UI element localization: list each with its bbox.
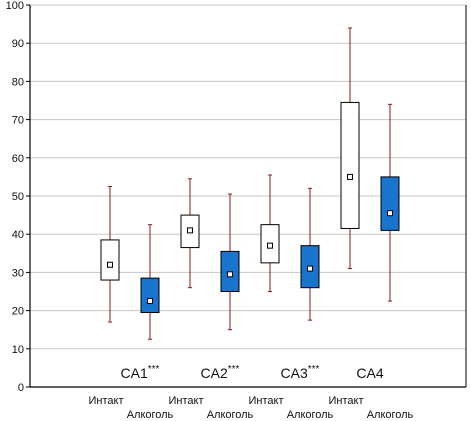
group-name: CA3 bbox=[281, 365, 308, 381]
plot-frame bbox=[29, 5, 467, 388]
mean-marker bbox=[307, 265, 313, 272]
iqr-box bbox=[140, 277, 160, 314]
iqr-box bbox=[380, 176, 400, 231]
mean-marker bbox=[387, 210, 393, 217]
significance-marker: *** bbox=[308, 364, 320, 375]
group-name: CA1 bbox=[121, 365, 148, 381]
x-category-label: Интакт bbox=[249, 395, 284, 407]
x-category-label: Алкоголь bbox=[127, 409, 174, 421]
x-category-label: Алкоголь bbox=[287, 409, 334, 421]
group-name: CA4 bbox=[356, 365, 383, 381]
significance-marker: *** bbox=[148, 364, 160, 375]
iqr-box bbox=[100, 239, 120, 281]
group-labels: CA1*** CA2*** CA3*** CA4 bbox=[121, 364, 384, 381]
x-category-label: Интакт bbox=[329, 395, 364, 407]
x-category-label: Интакт bbox=[89, 395, 124, 407]
box-ca2-intact bbox=[180, 178, 200, 289]
y-tick-label: 50 bbox=[12, 191, 24, 203]
group-label-ca2: CA2*** bbox=[201, 364, 240, 381]
y-tick-label: 0 bbox=[18, 382, 24, 394]
box-ca3-intact bbox=[260, 174, 280, 292]
x-category-label: Интакт bbox=[169, 395, 204, 407]
y-tick-label: 40 bbox=[12, 229, 24, 241]
x-axis-labels: ИнтактАлкогольИнтактАлкогольИнтактАлкого… bbox=[89, 395, 414, 421]
mean-marker bbox=[227, 271, 233, 278]
significance-marker: *** bbox=[228, 364, 240, 375]
box-ca4-alcohol bbox=[380, 103, 400, 302]
box-ca4-intact bbox=[340, 27, 360, 270]
y-tick-label: 100 bbox=[6, 0, 24, 12]
mean-marker bbox=[347, 173, 353, 180]
box-ca2-alcohol bbox=[220, 193, 240, 331]
box-series bbox=[100, 27, 400, 340]
y-tick-label: 90 bbox=[12, 38, 24, 50]
mean-marker bbox=[147, 298, 153, 305]
y-tick-label: 10 bbox=[12, 344, 24, 356]
y-axis-ticks: 0 10 20 30 40 50 60 70 80 90 100 bbox=[6, 0, 30, 394]
mean-marker bbox=[187, 227, 193, 234]
x-category-label: Алкоголь bbox=[207, 409, 254, 421]
mean-marker bbox=[267, 242, 273, 249]
mean-marker bbox=[107, 261, 113, 268]
iqr-box bbox=[340, 101, 360, 229]
y-tick-label: 20 bbox=[12, 306, 24, 318]
group-name: CA2 bbox=[201, 365, 228, 381]
box-ca1-alcohol bbox=[140, 224, 160, 340]
grid-lines bbox=[30, 4, 466, 350]
group-label-ca3: CA3*** bbox=[281, 364, 320, 381]
group-label-ca1: CA1*** bbox=[121, 364, 160, 381]
y-tick-label: 70 bbox=[12, 115, 24, 127]
y-tick-label: 80 bbox=[12, 76, 24, 88]
y-tick-label: 60 bbox=[12, 153, 24, 165]
y-tick-label: 30 bbox=[12, 267, 24, 279]
box-ca1-intact bbox=[100, 185, 120, 323]
group-label-ca4: CA4 bbox=[356, 365, 383, 381]
x-category-label: Алкоголь bbox=[367, 409, 414, 421]
box-ca3-alcohol bbox=[300, 187, 320, 321]
